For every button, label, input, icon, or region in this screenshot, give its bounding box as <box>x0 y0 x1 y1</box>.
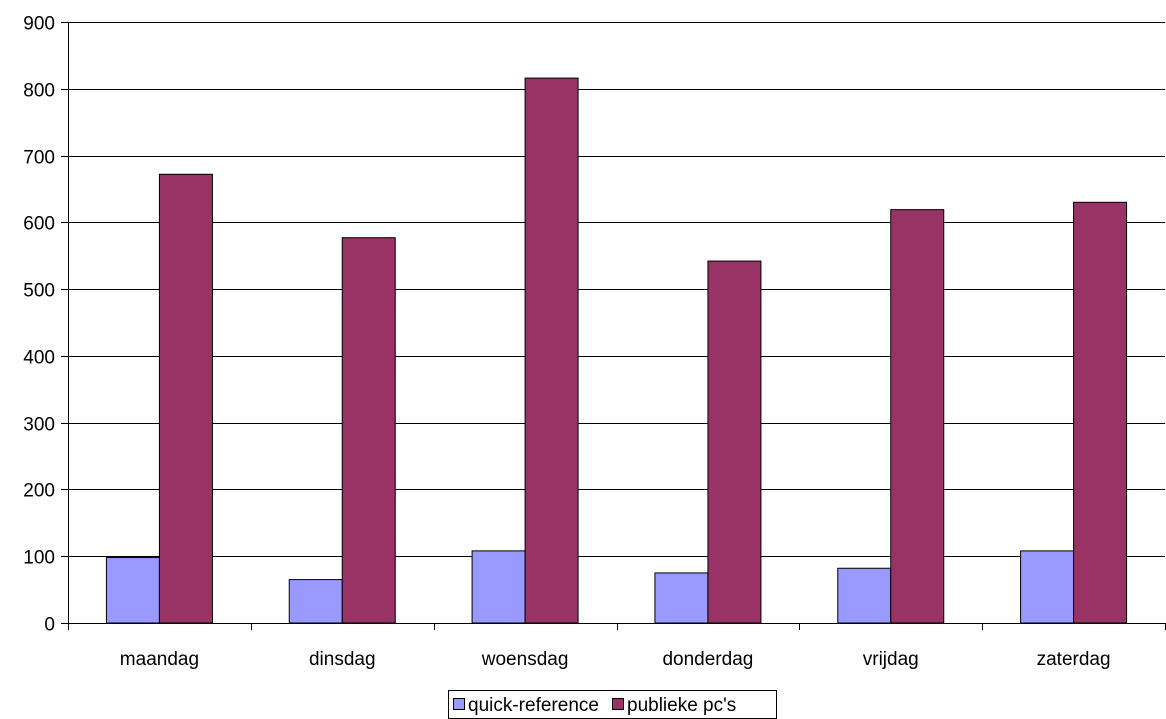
y-tick-label: 300 <box>23 415 55 436</box>
bar-publieke-pcs <box>158 173 213 624</box>
y-tick-label: 100 <box>23 548 55 569</box>
legend-swatch <box>612 698 624 710</box>
legend: quick-reference publieke pc's <box>448 690 777 719</box>
bar-publieke-pcs <box>524 77 579 624</box>
axes <box>68 22 1165 624</box>
x-category-label: zaterdag <box>1037 649 1111 670</box>
bar-publieke-pcs <box>707 260 762 624</box>
x-category-label: maandag <box>120 649 199 670</box>
bar-quick-reference <box>654 572 709 624</box>
bar-publieke-pcs <box>890 209 945 624</box>
bar-quick-reference <box>105 557 160 624</box>
bars <box>105 77 1128 624</box>
x-axis-categories: maandag dinsdag woensdag donderdag vrijdag za… <box>68 623 1166 670</box>
x-category-label: vrijdag <box>863 649 919 670</box>
bar-quick-reference <box>837 567 892 624</box>
bar-quick-reference <box>288 579 343 624</box>
x-category-label: donderdag <box>662 649 753 670</box>
x-category-label: dinsdag <box>309 649 376 670</box>
x-category-label: woensdag <box>481 649 569 670</box>
legend-label: publieke pc's <box>627 695 736 716</box>
y-tick-label: 800 <box>23 81 55 102</box>
legend-label: quick-reference <box>468 695 599 716</box>
y-tick-label: 200 <box>23 481 55 502</box>
y-tick-label: 0 <box>44 615 55 636</box>
legend-swatch <box>453 698 465 710</box>
bar-publieke-pcs <box>1073 201 1128 624</box>
y-tick-label: 700 <box>23 148 55 169</box>
y-tick-label: 400 <box>23 348 55 369</box>
bar-publieke-pcs <box>341 237 396 624</box>
y-tick-label: 500 <box>23 281 55 302</box>
y-tick-label: 600 <box>23 214 55 235</box>
y-axis-ticks: 0 100 200 300 400 500 600 700 800 900 <box>23 14 68 636</box>
bar-quick-reference <box>471 550 526 624</box>
y-tick-label: 900 <box>23 14 55 35</box>
gridlines <box>68 22 1165 557</box>
bar-quick-reference <box>1020 550 1075 624</box>
